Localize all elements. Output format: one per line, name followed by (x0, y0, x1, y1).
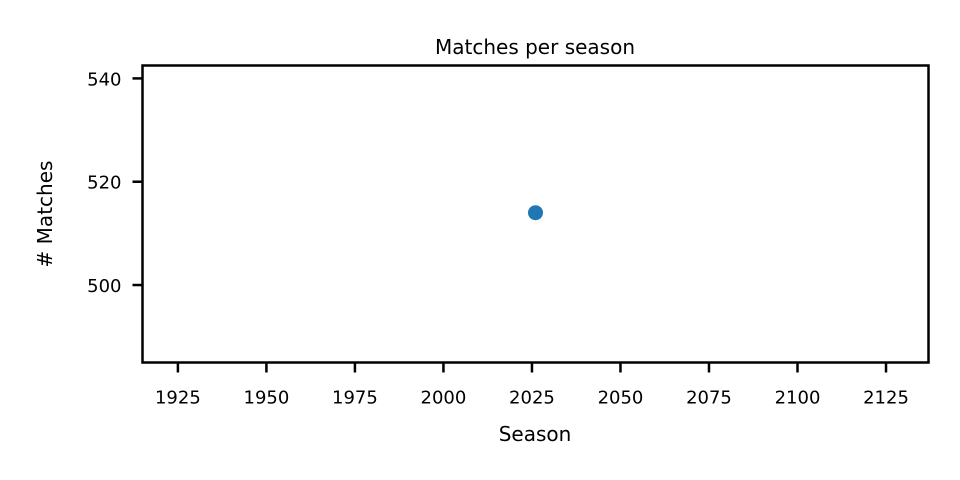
data-point (528, 205, 543, 221)
x-tick-label: 2125 (863, 388, 909, 409)
y-tick-label: 500 (87, 276, 121, 297)
x-axis-label: Season (499, 422, 572, 446)
x-tick-label: 2000 (421, 388, 467, 409)
y-axis-label: # Matches (33, 161, 57, 268)
x-tick-label: 2100 (775, 388, 821, 409)
x-tick-label: 1975 (332, 388, 378, 409)
x-axis: 1925 1950 1975 2000 2025 2050 2075 2100 2125 (155, 362, 909, 409)
x-tick-label: 2050 (598, 388, 644, 409)
y-tick-label: 520 (87, 173, 121, 194)
data-points (528, 205, 543, 221)
chart-title: Matches per season (435, 35, 635, 59)
y-tick-label: 540 (87, 69, 121, 90)
y-axis: 500 520 540 (87, 69, 143, 297)
x-tick-label: 1950 (244, 388, 290, 409)
x-tick-label: 1925 (155, 388, 201, 409)
x-tick-label: 2025 (509, 388, 555, 409)
x-tick-label: 2075 (686, 388, 732, 409)
plot-area-frame (141, 64, 930, 364)
